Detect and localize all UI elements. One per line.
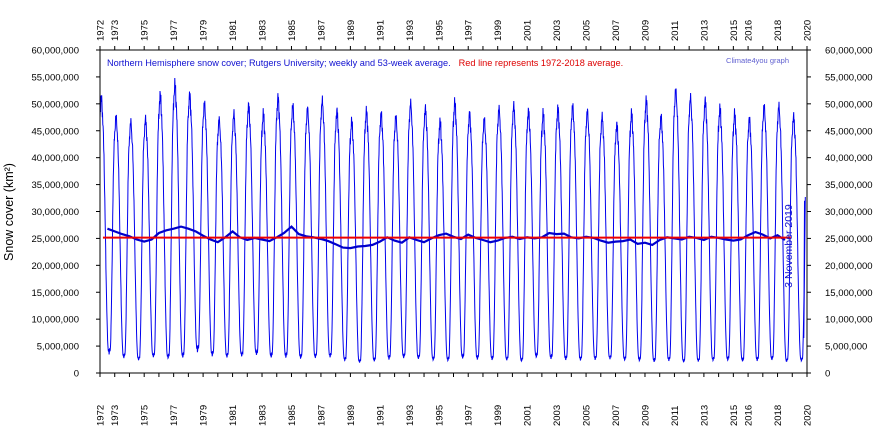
x-tick-label-top: 1997 [464, 20, 475, 41]
x-tick-label-top: 2018 [773, 20, 784, 41]
x-tick-label-top: 1975 [140, 20, 151, 41]
y-tick-label-right: 55,000,000 [825, 72, 873, 83]
y-tick-label-right: 10,000,000 [825, 315, 873, 326]
y-tick-label-left: 40,000,000 [31, 153, 79, 164]
y-tick-label-right: 30,000,000 [825, 207, 873, 218]
x-tick-label-bottom: 2013 [699, 405, 710, 426]
y-tick-label-left: 50,000,000 [31, 99, 79, 110]
x-tick-label-top: 2005 [582, 20, 593, 41]
weekly-snow-cover-line [99, 77, 806, 363]
y-tick-label-left: 0 [74, 369, 79, 380]
x-tick-label-top: 2007 [611, 20, 622, 41]
y-tick-label-right: 20,000,000 [825, 261, 873, 272]
y-tick-label-right: 5,000,000 [825, 342, 867, 353]
chart-credit: Climate4you graph [726, 56, 789, 65]
y-tick-label-left: 60,000,000 [31, 46, 79, 57]
y-tick-label-right: 35,000,000 [825, 180, 873, 191]
x-tick-label-top: 2016 [744, 20, 755, 41]
latest-date-label: 3 November 2019 [783, 204, 795, 288]
x-tick-label-top: 1983 [258, 20, 269, 41]
x-tick-label-bottom: 1993 [405, 405, 416, 426]
x-tick-label-bottom: 1979 [199, 405, 210, 426]
y-tick-label-left: 45,000,000 [31, 126, 79, 137]
x-tick-label-bottom: 2016 [744, 405, 755, 426]
y-tick-label-left: 5,000,000 [37, 342, 79, 353]
x-tick-label-bottom: 2020 [803, 405, 814, 426]
x-tick-label-bottom: 1989 [346, 405, 357, 426]
x-tick-label-bottom: 2005 [582, 405, 593, 426]
y-tick-label-right: 50,000,000 [825, 99, 873, 110]
x-tick-label-top: 2003 [552, 20, 563, 41]
y-axis-title: Snow cover (km²) [2, 163, 16, 261]
y-tick-label-right: 60,000,000 [825, 46, 873, 57]
x-tick-label-bottom: 2003 [552, 405, 563, 426]
y-tick-label-left: 55,000,000 [31, 72, 79, 83]
x-tick-label-bottom: 2007 [611, 405, 622, 426]
y-tick-label-left: 15,000,000 [31, 288, 79, 299]
y-tick-label-left: 20,000,000 [31, 261, 79, 272]
x-tick-label-bottom: 1995 [434, 405, 445, 426]
y-tick-label-left: 30,000,000 [31, 207, 79, 218]
x-tick-label-bottom: 1999 [493, 405, 504, 426]
x-tick-label-bottom: 2011 [670, 406, 681, 426]
x-tick-label-top: 1989 [346, 20, 357, 41]
x-tick-label-top: 1987 [316, 20, 327, 41]
y-tick-label-right: 15,000,000 [825, 288, 873, 299]
y-tick-label-right: 45,000,000 [825, 126, 873, 137]
x-tick-label-top: 2013 [699, 20, 710, 41]
x-tick-label-top: 1972 [96, 20, 107, 41]
y-tick-label-right: 40,000,000 [825, 153, 873, 164]
x-tick-label-top: 2009 [640, 20, 651, 41]
chart-title: Northern Hemisphere snow cover; Rutgers … [107, 53, 623, 70]
tick-labels-layer: 0 5,000,000 10,000,000 15,000,000 20,000,000… [31, 20, 872, 426]
x-tick-label-top: 1999 [493, 20, 504, 41]
y-tick-label-left: 35,000,000 [31, 180, 79, 191]
y-tick-label-left: 25,000,000 [31, 234, 79, 245]
x-tick-label-top: 2015 [729, 20, 740, 41]
x-tick-label-bottom: 1975 [140, 405, 151, 426]
x-tick-label-top: 2011 [670, 21, 681, 41]
y-tick-label-right: 0 [825, 369, 830, 380]
x-tick-label-top: 1973 [110, 20, 121, 41]
x-tick-label-bottom: 1991 [375, 405, 386, 426]
weekly-series-layer [99, 77, 806, 363]
x-tick-label-bottom: 2015 [729, 405, 740, 426]
x-tick-label-bottom: 1987 [316, 405, 327, 426]
x-tick-label-top: 1985 [287, 20, 298, 41]
x-tick-label-top: 1979 [199, 20, 210, 41]
x-tick-label-bottom: 2009 [640, 405, 651, 426]
x-tick-label-top: 1995 [434, 20, 445, 41]
x-tick-label-bottom: 1981 [228, 405, 239, 426]
y-tick-label-right: 25,000,000 [825, 234, 873, 245]
x-tick-label-bottom: 1972 [96, 405, 107, 426]
x-tick-label-bottom: 1977 [169, 405, 180, 426]
ticks-layer [96, 46, 811, 377]
x-tick-label-bottom: 1985 [287, 405, 298, 426]
x-tick-label-bottom: 2018 [773, 405, 784, 426]
x-tick-label-top: 2001 [523, 20, 534, 41]
x-tick-label-top: 1993 [405, 20, 416, 41]
x-tick-label-top: 2020 [803, 20, 814, 41]
x-tick-label-bottom: 1973 [110, 405, 121, 426]
x-tick-label-bottom: 1997 [464, 405, 475, 426]
x-tick-label-top: 1977 [169, 20, 180, 41]
x-tick-label-top: 1991 [375, 20, 386, 41]
chart-title-main: Northern Hemisphere snow cover; Rutgers … [107, 58, 451, 68]
x-tick-label-top: 1981 [228, 20, 239, 41]
chart-title-reference: Red line represents 1972-2018 average. [459, 58, 623, 68]
x-tick-label-bottom: 2001 [523, 405, 534, 426]
x-tick-label-bottom: 1983 [258, 405, 269, 426]
y-tick-label-left: 10,000,000 [31, 315, 79, 326]
